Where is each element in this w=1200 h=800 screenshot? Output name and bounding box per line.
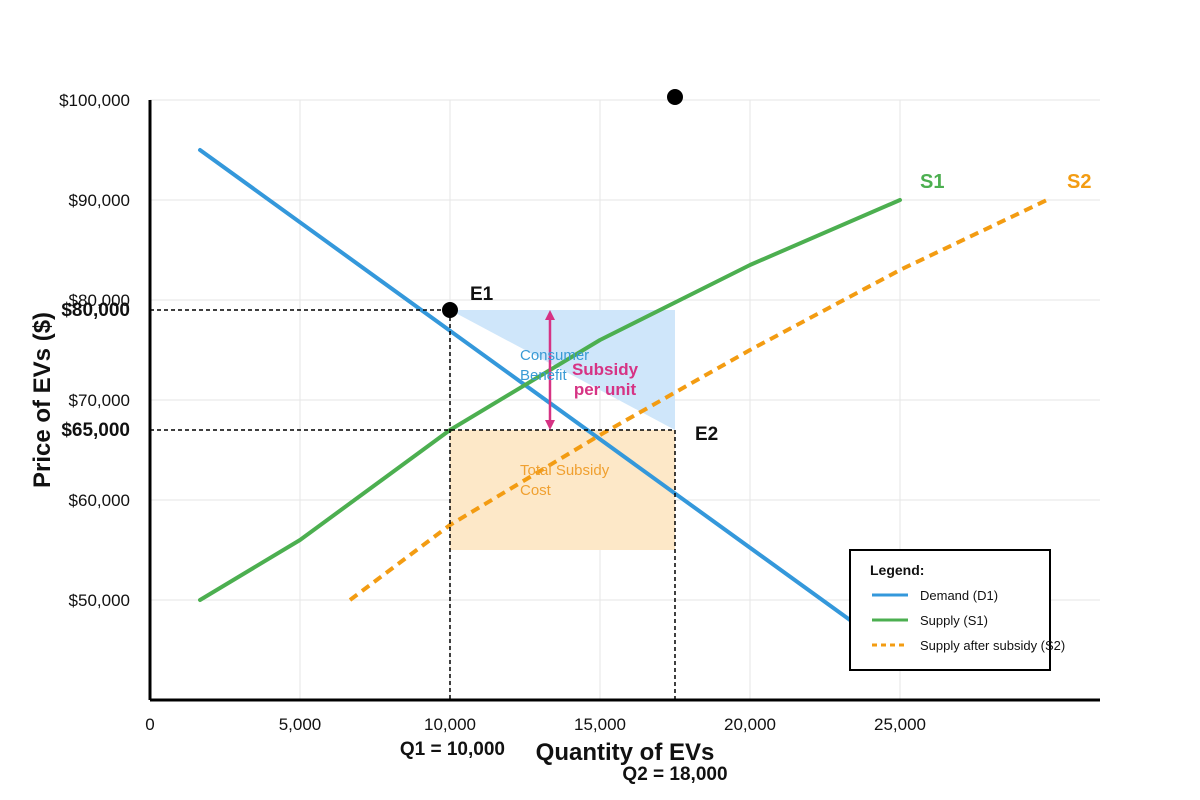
y-tick-label: $100,000 bbox=[59, 91, 130, 110]
legend-item-label: Supply (S1) bbox=[920, 613, 988, 628]
y-tick-label: $80,000 bbox=[69, 291, 130, 310]
y-tick-label: $90,000 bbox=[69, 191, 130, 210]
legend-title: Legend: bbox=[870, 562, 924, 578]
x-axis-title: Quantity of EVs bbox=[536, 739, 715, 766]
equilibrium-label-E2: E2 bbox=[695, 424, 718, 445]
subsidy-per-unit-label: Subsidy per unit bbox=[572, 360, 639, 399]
x-tick-label: 0 bbox=[145, 715, 154, 734]
grid bbox=[150, 99, 1100, 700]
y-tick-label: $50,000 bbox=[69, 591, 130, 610]
legend-items: Demand (D1) Supply (S1) Supply after subsi… bbox=[872, 588, 1065, 653]
curves bbox=[198, 148, 1048, 622]
equilibrium-guides bbox=[150, 89, 683, 700]
legend-item-label: Demand (D1) bbox=[920, 588, 998, 603]
x-tick-label: 5,000 bbox=[279, 715, 322, 734]
x-tick-label: 20,000 bbox=[724, 715, 776, 734]
labels: 0 5,000 10,000 15,000 20,000 25,000 $50,000 $60… bbox=[59, 91, 1091, 785]
y-tick-label: $60,000 bbox=[69, 491, 130, 510]
y-tick-label: $70,000 bbox=[69, 391, 130, 410]
equilibrium-price-label: $65,000 bbox=[61, 420, 130, 441]
subsidy-cost-label: Total Subsidy Cost bbox=[520, 462, 610, 499]
curve-s1 bbox=[198, 198, 902, 602]
legend: Legend: Demand (D1) Supply (S1) Supply aft… bbox=[849, 549, 1065, 671]
x-tick-label: 15,000 bbox=[574, 715, 626, 734]
subsidy-arrow-head-down bbox=[544, 420, 555, 430]
consumer-benefit-label: Consumer Benefit bbox=[520, 347, 589, 384]
top-marker-point bbox=[666, 89, 683, 105]
subsidy-arrow-head-up bbox=[544, 310, 555, 320]
curve-label-s2: S2 bbox=[1067, 171, 1091, 193]
equilibrium-label-E1: E1 bbox=[470, 284, 494, 305]
legend-item-label: Supply after subsidy (S2) bbox=[920, 638, 1065, 653]
shaded-regions bbox=[449, 310, 675, 550]
axes bbox=[148, 100, 1100, 702]
equilibrium-point-E1 bbox=[441, 302, 458, 318]
y-axis-title: Price of EVs ($) bbox=[29, 312, 56, 488]
consumer-benefit-area bbox=[449, 310, 675, 430]
equilibrium-quantity-label: Q1 = 10,000 bbox=[400, 739, 505, 760]
curve-label-s1: S1 bbox=[920, 171, 944, 193]
legend-box bbox=[849, 549, 1051, 671]
subsidy-cost-area bbox=[449, 430, 675, 550]
x-tick-label: 25,000 bbox=[874, 715, 926, 734]
x-tick-label: 10,000 bbox=[424, 715, 476, 734]
equilibrium-price-label: $80,000 bbox=[61, 300, 130, 321]
equilibrium-quantity-label: Q2 = 18,000 bbox=[622, 764, 727, 785]
